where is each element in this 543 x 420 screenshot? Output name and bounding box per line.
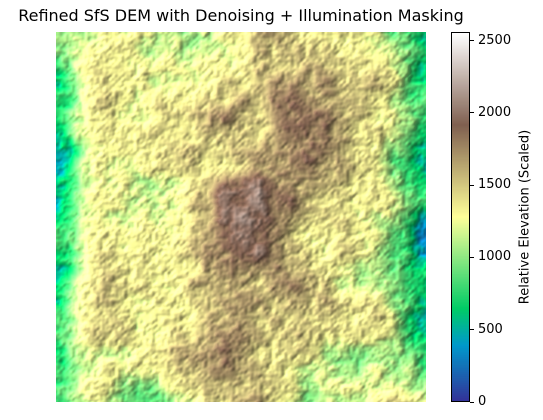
colorbar-tick-label: 0 (478, 394, 487, 409)
colorbar-label: Relative Elevation (Scaled) (517, 129, 533, 305)
colorbar-tick-mark (470, 329, 474, 331)
dem-canvas (56, 32, 426, 402)
colorbar (451, 32, 470, 402)
colorbar-tick-mark (470, 256, 474, 258)
colorbar-gradient (452, 33, 469, 401)
colorbar-tick-mark (470, 40, 474, 42)
colorbar-tick-label: 500 (478, 321, 503, 337)
colorbar-tick-mark (470, 184, 474, 186)
colorbar-tick-mark (470, 112, 474, 114)
chart-title: Refined SfS DEM with Denoising + Illumin… (18, 6, 464, 25)
colorbar-tick-label: 1000 (478, 249, 512, 265)
colorbar-tick-label: 1500 (478, 177, 512, 193)
colorbar-tick-label: 2500 (478, 32, 512, 48)
dem-heatmap (56, 32, 426, 402)
colorbar-tick-label: 2000 (478, 104, 512, 120)
colorbar-tick-mark (470, 401, 474, 403)
